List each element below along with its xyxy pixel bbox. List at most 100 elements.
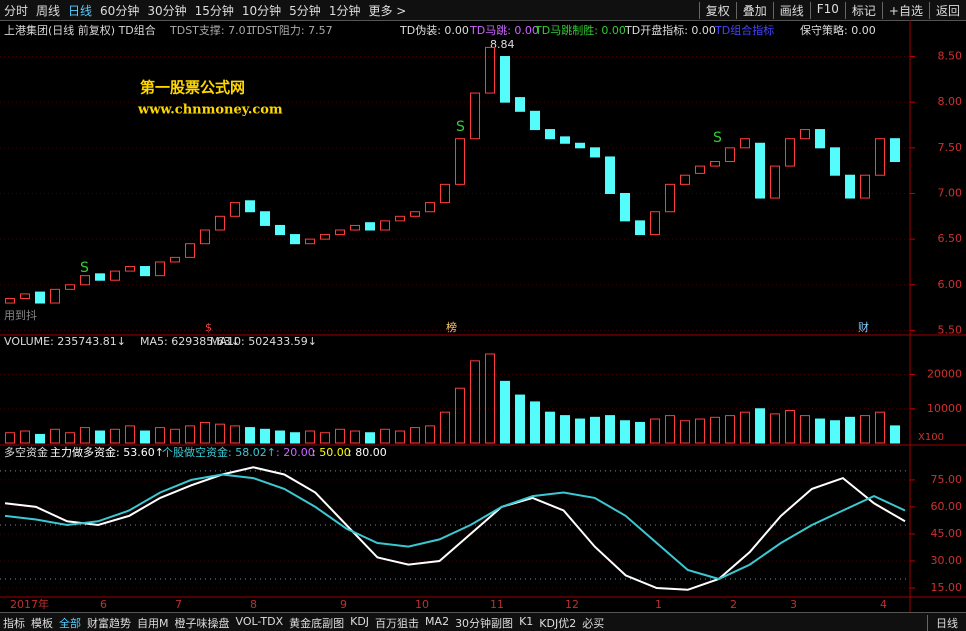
volume-bar [365, 432, 375, 444]
volume-bar [755, 408, 765, 444]
indicator-tab[interactable]: 百万狙击 [375, 616, 420, 630]
volume-bar [185, 425, 195, 444]
period-button[interactable]: 1分钟 [328, 3, 361, 18]
candle [320, 234, 330, 240]
candle [590, 147, 600, 158]
volume-bar [575, 418, 585, 444]
indicator-header: 主力做多资金: 53.60↑ [50, 445, 164, 459]
candle [380, 220, 390, 231]
tool-button[interactable]: 标记 [844, 1, 882, 19]
volume-bar [215, 423, 225, 444]
candle [80, 275, 90, 286]
volume-bar [155, 427, 165, 444]
tool-button[interactable]: 返回 [928, 1, 966, 19]
volume-bar [230, 425, 240, 444]
volume-bar [200, 421, 210, 444]
candle [20, 293, 30, 299]
y-tick-label: 5.50 [938, 323, 963, 336]
indicator-tab[interactable]: 30分钟副图 [455, 616, 514, 630]
period-button[interactable]: 30分钟 [147, 3, 187, 18]
indicator-tab[interactable]: 黄金底副图 [289, 616, 345, 630]
candle [545, 129, 555, 140]
candle [335, 229, 345, 236]
volume-bar [290, 432, 300, 444]
candle [875, 138, 885, 176]
y-tick-label: 7.00 [938, 186, 963, 199]
watermark: 第一股票公式网 [140, 79, 245, 97]
indicator-tab[interactable]: 财富趋势 [87, 616, 131, 630]
corner-note: 用到抖 [4, 308, 37, 322]
y-tick-label: 60.00 [931, 500, 963, 513]
candle [155, 261, 165, 277]
indicator-tab[interactable]: KDJ优2 [539, 616, 577, 630]
volume-bar [410, 427, 420, 444]
period-button[interactable]: 5分钟 [289, 3, 321, 18]
indicator-tab[interactable]: 自用M [137, 616, 169, 630]
tag: $ [205, 321, 212, 334]
y-tick-label: 75.00 [931, 473, 963, 486]
period-button[interactable]: 更多 > [368, 3, 407, 18]
y-tick-label: 7.50 [938, 141, 963, 154]
indicator-tab[interactable]: MA2 [425, 614, 450, 628]
period-button[interactable]: 日线 [68, 3, 93, 18]
tool-button[interactable]: 复权 [698, 1, 736, 19]
volume-bar [305, 430, 315, 444]
indicator-tab[interactable]: 模板 [31, 616, 53, 630]
candle [305, 238, 315, 245]
indicator-tab[interactable]: 指标 [3, 616, 25, 630]
x-tick-label: 12 [565, 598, 579, 611]
tool-button[interactable]: 画线 [772, 1, 810, 19]
indicator-tab[interactable]: KDJ [350, 614, 370, 628]
period-button[interactable]: 10分钟 [241, 3, 282, 18]
candle [530, 110, 540, 131]
volume-bar [335, 428, 345, 444]
candle [830, 147, 840, 176]
high-label: 8.84 [490, 38, 515, 51]
volume-bar [800, 415, 810, 444]
volume-bar [530, 401, 540, 444]
x-tick-label: 1 [655, 598, 662, 611]
tool-button[interactable]: 叠加 [735, 1, 773, 19]
candle [260, 211, 270, 226]
volume-bar [170, 428, 180, 444]
info-title: 上港集团(日线 前复权) TD组合 [4, 23, 156, 37]
volume-bar [50, 428, 60, 444]
candle [275, 224, 285, 236]
volume-bar [320, 432, 330, 444]
indicator-tab[interactable]: 全部 [59, 616, 81, 630]
volume-bar [515, 394, 525, 444]
candle [740, 138, 750, 149]
volume-bar [665, 415, 675, 444]
volume-bar [695, 418, 705, 444]
candle [815, 129, 825, 149]
indicator-tab[interactable]: 必买 [582, 616, 605, 630]
candle [125, 266, 135, 272]
indicator-tab[interactable]: VOL-TDX [235, 614, 284, 628]
candle [440, 183, 450, 204]
volume-bar [815, 418, 825, 444]
x-tick-label: 10 [415, 598, 429, 611]
volume-bar [845, 416, 855, 444]
y-tick-label: 6.00 [938, 278, 963, 291]
candle [245, 200, 255, 213]
period-button[interactable]: 60分钟 [100, 3, 140, 18]
x-tick-label: 4 [880, 598, 887, 611]
candle [65, 284, 75, 290]
period-button[interactable]: 周线 [36, 3, 61, 18]
indicator-tab[interactable]: K1 [519, 614, 534, 628]
candle [650, 211, 660, 236]
volume-bar [680, 420, 690, 444]
volume-bar [500, 380, 510, 444]
period-button[interactable]: 15分钟 [194, 3, 234, 18]
candle [635, 220, 645, 236]
toolbar: 分时 周线 日线 60分钟 30分钟 15分钟 10分钟 5分钟 1分钟 更多 > 复权 叠加 画线 F1… [0, 0, 966, 21]
tool-button[interactable]: F10 [809, 1, 845, 19]
candle [890, 138, 900, 163]
period-button[interactable]: 分时 [4, 3, 29, 18]
x-tick-label: 8 [250, 598, 257, 611]
indicator-tab[interactable]: 橙子味操盘 [174, 616, 230, 630]
candle [35, 291, 45, 304]
candle [170, 256, 180, 263]
tool-button[interactable]: +自选 [881, 1, 929, 19]
y-tick-label: 8.50 [938, 50, 963, 63]
